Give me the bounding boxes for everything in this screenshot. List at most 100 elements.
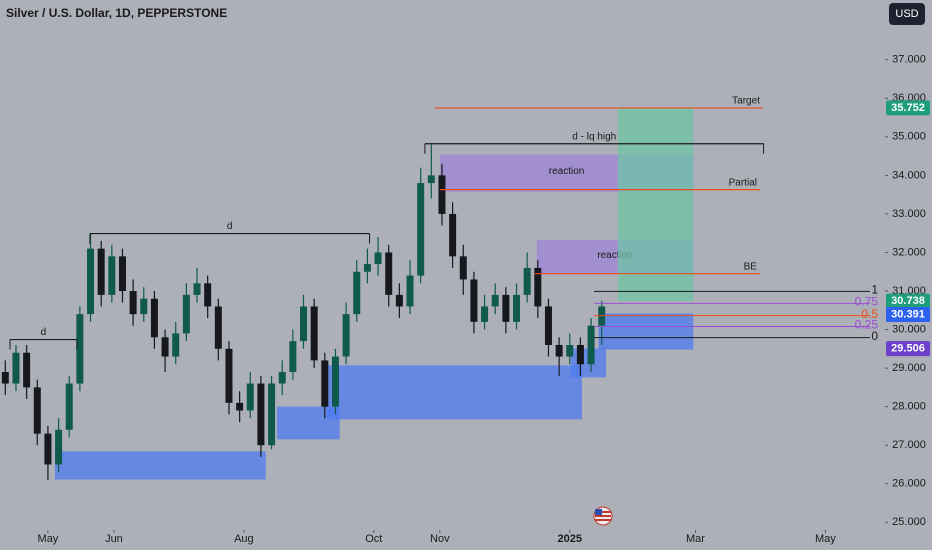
- candle-body: [289, 341, 297, 372]
- level-label: d: [227, 221, 233, 232]
- candle-body: [33, 387, 41, 434]
- y-tick-label: 25.000: [892, 516, 926, 528]
- candle-body: [353, 271, 361, 315]
- candle-body: [214, 306, 222, 349]
- level-label: d: [41, 327, 47, 338]
- x-tick-label: May: [815, 533, 836, 545]
- candle-body: [23, 352, 31, 388]
- candle-body: [502, 294, 510, 322]
- fib-label: 0.25: [855, 318, 879, 332]
- zone-box: [326, 365, 582, 420]
- candle-body: [193, 283, 201, 295]
- candle-body: [342, 314, 350, 357]
- x-tick-label: Mar: [686, 533, 705, 545]
- candle-body: [438, 175, 446, 214]
- candle-body: [140, 298, 148, 315]
- price-tag-label: 35.752: [891, 102, 925, 114]
- candle-body: [87, 248, 95, 315]
- candle-body: [374, 252, 382, 265]
- y-tick-label: 33.000: [892, 208, 926, 220]
- x-tick-label: Aug: [234, 533, 254, 545]
- candle-body: [172, 333, 180, 357]
- candle-body: [76, 314, 84, 384]
- fib-label: 1: [871, 283, 878, 297]
- level-label: Target: [732, 96, 760, 107]
- x-tick-label: Nov: [430, 533, 450, 545]
- candle-body: [44, 433, 52, 465]
- y-tick-label: 29.000: [892, 362, 926, 374]
- candle-body: [470, 279, 478, 322]
- zone-box: [54, 451, 266, 480]
- candle-body: [310, 306, 318, 361]
- candle-body: [587, 325, 595, 365]
- candle-body: [576, 344, 584, 365]
- y-tick-label: 27.000: [892, 439, 926, 451]
- plot: 25.00026.00027.00028.00029.00030.00031.0…: [1, 54, 930, 545]
- price-tag-label: 29.506: [891, 343, 925, 355]
- level-label: Partial: [729, 177, 757, 188]
- candle-body: [55, 429, 63, 465]
- y-tick-label: 32.000: [892, 246, 926, 258]
- candle-body: [150, 298, 158, 338]
- candle-body: [544, 306, 552, 345]
- y-tick-label: 30.000: [892, 323, 926, 335]
- currency-label[interactable]: USD: [895, 8, 918, 20]
- fib-label: 0.75: [855, 295, 879, 309]
- y-tick-label: 26.000: [892, 478, 926, 490]
- chart-title: Silver / U.S. Dollar, 1D, PEPPERSTONE: [6, 6, 227, 20]
- candle-body: [65, 383, 73, 430]
- candle-body: [459, 256, 467, 280]
- candle-body: [481, 306, 489, 322]
- candle-body: [417, 183, 425, 276]
- flag-icon: [593, 506, 613, 526]
- price-tag: [886, 341, 930, 357]
- x-tick-label: May: [38, 533, 59, 545]
- candle-body: [555, 344, 563, 357]
- candle-body: [300, 306, 308, 342]
- zone-label: reaction: [549, 166, 585, 177]
- fib-label: 0: [871, 329, 878, 343]
- fib-label: 0.5: [861, 307, 878, 321]
- candle-body: [12, 352, 20, 384]
- level-label: d - lq high: [572, 131, 616, 142]
- candle-body: [268, 383, 276, 446]
- price-tag-label: 30.391: [891, 308, 925, 320]
- currency-button[interactable]: [889, 3, 925, 25]
- y-tick-label: 37.000: [892, 54, 926, 66]
- candle-body: [534, 267, 542, 307]
- zone-box: [617, 107, 694, 302]
- candle-body: [161, 337, 169, 357]
- price-tag: [886, 100, 930, 116]
- candle-body: [182, 294, 190, 334]
- price-tag: [886, 293, 930, 309]
- candle-body: [97, 248, 105, 295]
- candle-body: [1, 371, 9, 384]
- candle-body: [395, 294, 403, 307]
- y-tick-label: 34.000: [892, 169, 926, 181]
- candle-body: [321, 360, 329, 407]
- candle-body: [449, 213, 457, 257]
- candle-body: [491, 294, 499, 307]
- x-tick-label: Oct: [365, 533, 382, 545]
- level-label: BE: [744, 261, 758, 272]
- candle-body: [204, 283, 212, 307]
- candle-body: [129, 291, 137, 315]
- candle-body: [385, 252, 393, 295]
- candle-body: [118, 256, 126, 292]
- candle-body: [406, 275, 414, 307]
- price-tag: [886, 306, 930, 322]
- zone-label: reaction: [597, 250, 633, 261]
- candle-body: [278, 371, 286, 384]
- candle-body: [246, 383, 254, 411]
- candle-body: [523, 267, 531, 295]
- x-tick-label: Jun: [105, 533, 123, 545]
- candle-body: [331, 356, 339, 407]
- y-tick-label: 35.000: [892, 131, 926, 143]
- candle-body: [513, 294, 521, 322]
- zone-box: [598, 313, 694, 350]
- candle-body: [427, 175, 435, 184]
- candle-body: [363, 264, 371, 272]
- candle-body: [257, 383, 265, 446]
- x-tick-label: 2025: [558, 533, 582, 545]
